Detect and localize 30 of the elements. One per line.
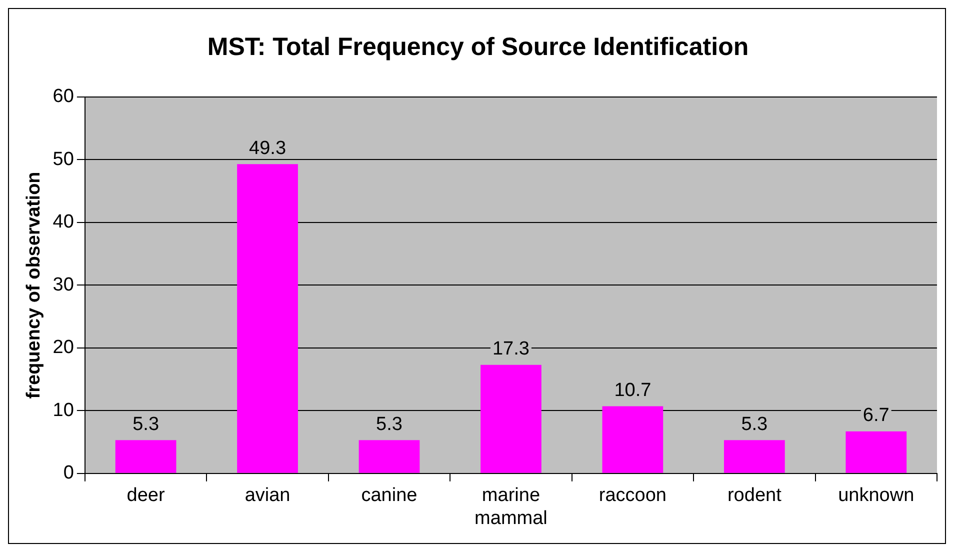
- bar: [724, 440, 785, 473]
- x-tick-label: unknown: [838, 485, 914, 506]
- chart-title: MST: Total Frequency of Source Identification: [207, 32, 749, 61]
- x-tick-label: raccoon: [598, 485, 666, 506]
- y-tick-label: 60: [52, 86, 74, 108]
- bar: [115, 440, 176, 473]
- x-tick-label: marine mammal: [474, 485, 548, 529]
- data-label: 10.7: [614, 380, 652, 402]
- y-tick-label: 40: [52, 212, 74, 233]
- y-tick-label: 50: [52, 148, 74, 170]
- bar: [846, 431, 907, 473]
- data-label: 49.3: [249, 138, 286, 159]
- x-tick-label: rodent: [727, 485, 782, 506]
- y-axis-title: frequency of observation: [24, 172, 45, 399]
- data-label: 5.3: [376, 414, 402, 435]
- y-tick-label: 30: [52, 274, 74, 296]
- bar: [237, 164, 298, 473]
- data-label: 6.7: [862, 405, 890, 426]
- bar: [358, 440, 420, 473]
- y-tick-label: 0: [63, 462, 74, 484]
- data-label: 5.3: [132, 414, 160, 435]
- data-label: 5.3: [741, 414, 768, 435]
- y-tick-label: 10: [52, 400, 74, 421]
- x-tick-label: avian: [244, 485, 290, 506]
- bar: [480, 364, 542, 473]
- data-label: 17.3: [492, 338, 530, 360]
- y-tick-label: 20: [52, 337, 74, 358]
- x-tick-label: deer: [126, 485, 166, 506]
- bar: [602, 406, 664, 473]
- x-tick-label: canine: [361, 485, 418, 506]
